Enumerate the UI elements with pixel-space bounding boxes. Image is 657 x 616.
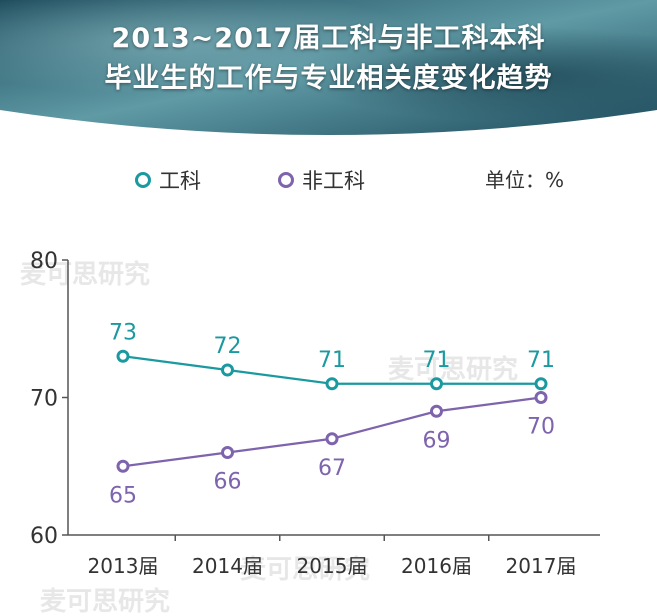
data-point bbox=[116, 459, 130, 473]
y-tick-label: 80 bbox=[30, 249, 58, 274]
data-point bbox=[534, 391, 548, 404]
data-point bbox=[116, 349, 130, 363]
legend-marker-engineering bbox=[135, 172, 151, 188]
chart-title-line-1: 2013~2017届工科与非工科本科 bbox=[111, 23, 546, 54]
x-tick-label: 2014届 bbox=[192, 554, 263, 578]
data-label: 72 bbox=[214, 334, 242, 359]
data-label: 69 bbox=[423, 428, 451, 453]
data-point bbox=[430, 377, 443, 391]
data-label: 71 bbox=[423, 348, 451, 373]
data-label: 65 bbox=[109, 483, 137, 508]
watermark-text: 麦可思研究 bbox=[388, 354, 518, 385]
chart-title-line-2: 毕业生的工作与专业相关度变化趋势 bbox=[104, 63, 553, 94]
data-point bbox=[430, 404, 443, 418]
data-point bbox=[534, 377, 548, 391]
data-label: 66 bbox=[214, 470, 242, 495]
y-tick-label: 70 bbox=[30, 387, 58, 412]
chart-axes: 60 70 80 2013届 2014届 2015届 2016届 2017届 bbox=[30, 249, 600, 578]
data-label: 70 bbox=[527, 415, 555, 440]
legend-item-non-engineering: 非工科 bbox=[278, 165, 365, 195]
watermark-text: 麦可思研究 bbox=[240, 554, 370, 585]
legend-item-engineering: 工科 bbox=[135, 165, 201, 195]
data-label: 67 bbox=[318, 456, 346, 481]
unit-label: 单位：% bbox=[485, 168, 565, 192]
x-tick-label: 2013届 bbox=[88, 554, 159, 578]
legend-label-engineering: 工科 bbox=[159, 169, 201, 193]
data-label: 71 bbox=[318, 348, 346, 373]
data-point bbox=[325, 377, 339, 391]
series-lines bbox=[116, 349, 548, 473]
x-tick-label: 2015届 bbox=[297, 554, 368, 578]
legend-label-non-engineering: 非工科 bbox=[302, 169, 365, 193]
x-tick-label: 2017届 bbox=[506, 554, 577, 578]
y-tick-label: 60 bbox=[30, 524, 58, 549]
data-label: 71 bbox=[527, 348, 555, 373]
data-point bbox=[221, 363, 234, 377]
data-label: 73 bbox=[109, 320, 137, 345]
x-tick-label: 2016届 bbox=[401, 554, 472, 578]
watermark-text: 麦可思研究 bbox=[20, 259, 150, 290]
data-point bbox=[221, 446, 234, 459]
legend-marker-non-engineering bbox=[278, 172, 294, 188]
watermark-text: 麦可思研究 bbox=[40, 586, 170, 616]
data-labels: 73 72 71 71 71 65 66 67 69 70 bbox=[109, 320, 555, 508]
title-banner bbox=[0, 0, 657, 135]
data-point bbox=[325, 432, 339, 446]
